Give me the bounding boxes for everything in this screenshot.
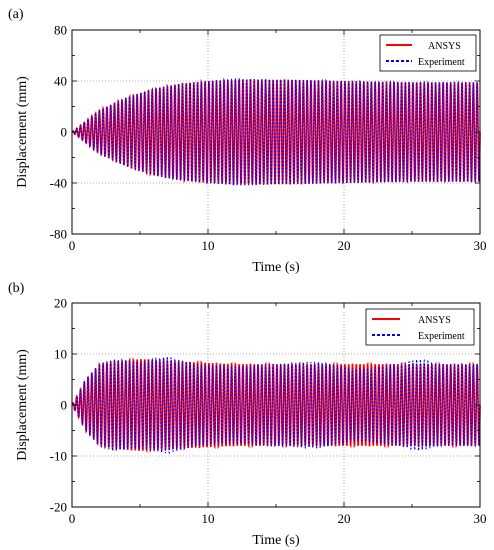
axis-ticks: 0 10 20 30 -20 -10 0 10 20: [50, 296, 487, 527]
panel-a: (a) 0 10 20 30 -80 -40 0 40 80 Time (s) Displace…: [8, 7, 487, 275]
y-tick-label: -80: [50, 227, 67, 242]
x-tick-label: 0: [69, 238, 76, 253]
panel-label: (a): [8, 7, 24, 22]
y-axis-label: Displacement (mm): [15, 349, 30, 461]
legend-label-experiment: Experiment: [418, 57, 465, 68]
y-tick-label: 80: [54, 23, 67, 38]
y-tick-label: 10: [54, 347, 67, 362]
x-tick-label: 0: [69, 511, 76, 526]
x-tick-label: 20: [338, 238, 351, 253]
series-group: [71, 77, 481, 186]
x-axis-label: Time (s): [252, 533, 300, 548]
y-axis-label: Displacement (mm): [15, 76, 30, 188]
axis-ticks: 0 10 20 30 -80 -40 0 40 80: [50, 23, 487, 254]
y-tick-label: 40: [54, 74, 67, 89]
legend: ANSYS Experiment: [379, 34, 477, 72]
legend-box: [365, 308, 475, 346]
y-tick-label: -20: [50, 500, 67, 515]
y-tick-label: 0: [61, 125, 68, 140]
legend: ANSYS Experiment: [365, 308, 475, 346]
y-tick-label: 0: [61, 398, 68, 413]
y-tick-label: 20: [54, 296, 67, 311]
legend-label-experiment: Experiment: [418, 331, 465, 342]
x-tick-label: 20: [338, 511, 351, 526]
x-tick-label: 30: [474, 238, 487, 253]
series-group: [71, 356, 481, 455]
x-tick-label: 30: [474, 511, 487, 526]
x-tick-label: 10: [202, 238, 215, 253]
x-tick-label: 10: [202, 511, 215, 526]
y-tick-label: -40: [50, 176, 67, 191]
panel-b: (b) 0 10 20 30 -20 -10 0 10 20 Time (s) Displace…: [8, 281, 487, 548]
panel-label: (b): [8, 281, 25, 296]
x-axis-label: Time (s): [252, 260, 300, 275]
legend-label-ansys: ANSYS: [428, 41, 461, 52]
legend-label-ansys: ANSYS: [418, 315, 451, 326]
legend-box: [379, 34, 477, 72]
series-line-experiment: [71, 77, 481, 186]
y-tick-label: -10: [50, 449, 67, 464]
